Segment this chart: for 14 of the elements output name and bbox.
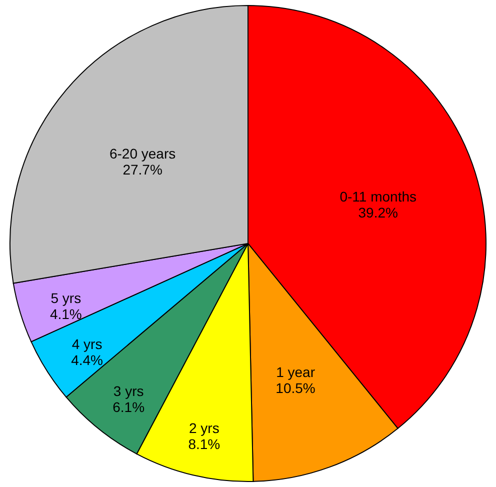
data-label: 4.4% bbox=[71, 352, 103, 368]
data-label: 4.1% bbox=[50, 306, 82, 322]
data-label: 27.7% bbox=[122, 161, 162, 178]
data-label: 8.1% bbox=[188, 436, 220, 452]
data-label: 39.2% bbox=[358, 204, 398, 220]
slice-label: 6-20 years bbox=[109, 145, 176, 162]
slice-label: 2 yrs bbox=[189, 420, 220, 436]
slice-label: 4 yrs bbox=[72, 336, 102, 352]
slice-label: 1 year bbox=[276, 364, 316, 380]
data-label: 10.5% bbox=[276, 380, 316, 396]
data-label: 6.1% bbox=[112, 398, 145, 415]
slice-label: 0-11 months bbox=[340, 188, 417, 204]
slice-label: 5 yrs bbox=[50, 290, 82, 306]
slice-label: 3 yrs bbox=[113, 382, 144, 399]
